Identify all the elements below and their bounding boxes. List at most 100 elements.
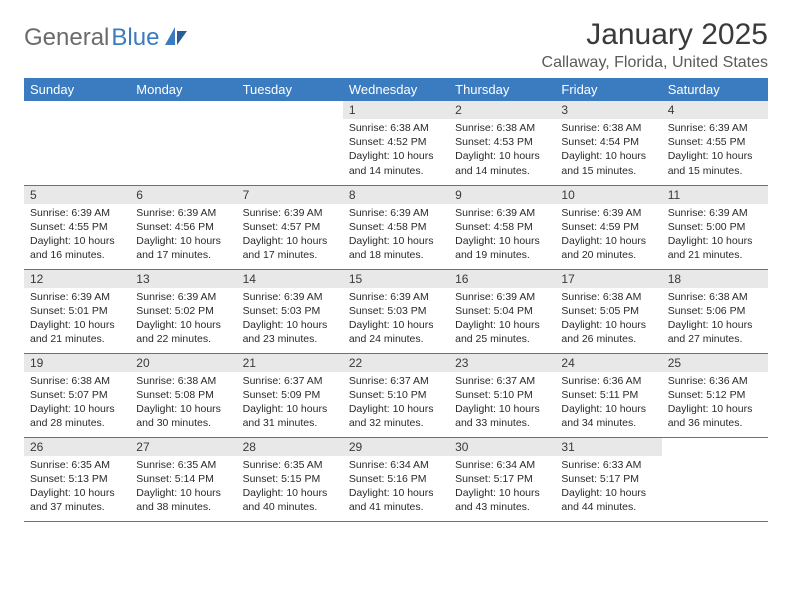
day-number: 18: [662, 270, 768, 288]
day-details: Sunrise: 6:39 AMSunset: 5:03 PMDaylight:…: [237, 288, 343, 351]
day-details: Sunrise: 6:38 AMSunset: 5:06 PMDaylight:…: [662, 288, 768, 351]
day-details: Sunrise: 6:39 AMSunset: 5:00 PMDaylight:…: [662, 204, 768, 267]
day-number: 23: [449, 354, 555, 372]
day-number: 27: [130, 438, 236, 456]
weekday-header: Sunday: [24, 78, 130, 101]
day-number: 3: [555, 101, 661, 119]
calendar-body: 1Sunrise: 6:38 AMSunset: 4:52 PMDaylight…: [24, 101, 768, 521]
day-cell: 9Sunrise: 6:39 AMSunset: 4:58 PMDaylight…: [449, 185, 555, 269]
day-details: Sunrise: 6:35 AMSunset: 5:15 PMDaylight:…: [237, 456, 343, 519]
day-details: Sunrise: 6:38 AMSunset: 4:53 PMDaylight:…: [449, 119, 555, 182]
location: Callaway, Florida, United States: [542, 54, 768, 72]
day-details: Sunrise: 6:39 AMSunset: 4:58 PMDaylight:…: [343, 204, 449, 267]
day-number: 21: [237, 354, 343, 372]
day-number: 4: [662, 101, 768, 119]
day-cell: 15Sunrise: 6:39 AMSunset: 5:03 PMDayligh…: [343, 269, 449, 353]
day-number: 24: [555, 354, 661, 372]
day-cell: 3Sunrise: 6:38 AMSunset: 4:54 PMDaylight…: [555, 101, 661, 185]
day-number: 22: [343, 354, 449, 372]
day-details: Sunrise: 6:39 AMSunset: 4:58 PMDaylight:…: [449, 204, 555, 267]
day-number: 30: [449, 438, 555, 456]
day-number: 29: [343, 438, 449, 456]
day-cell: 30Sunrise: 6:34 AMSunset: 5:17 PMDayligh…: [449, 437, 555, 521]
day-cell: 23Sunrise: 6:37 AMSunset: 5:10 PMDayligh…: [449, 353, 555, 437]
day-details: Sunrise: 6:37 AMSunset: 5:10 PMDaylight:…: [449, 372, 555, 435]
empty-day-cell: [662, 437, 768, 521]
day-cell: 8Sunrise: 6:39 AMSunset: 4:58 PMDaylight…: [343, 185, 449, 269]
logo: GeneralBlue: [24, 24, 189, 52]
day-number: 1: [343, 101, 449, 119]
day-details: Sunrise: 6:34 AMSunset: 5:17 PMDaylight:…: [449, 456, 555, 519]
day-number: 5: [24, 186, 130, 204]
day-cell: 10Sunrise: 6:39 AMSunset: 4:59 PMDayligh…: [555, 185, 661, 269]
day-number: 20: [130, 354, 236, 372]
day-details: Sunrise: 6:38 AMSunset: 5:08 PMDaylight:…: [130, 372, 236, 435]
day-details: Sunrise: 6:38 AMSunset: 5:07 PMDaylight:…: [24, 372, 130, 435]
day-number: 8: [343, 186, 449, 204]
day-cell: 27Sunrise: 6:35 AMSunset: 5:14 PMDayligh…: [130, 437, 236, 521]
day-details: Sunrise: 6:33 AMSunset: 5:17 PMDaylight:…: [555, 456, 661, 519]
day-number: 28: [237, 438, 343, 456]
day-details: Sunrise: 6:39 AMSunset: 5:04 PMDaylight:…: [449, 288, 555, 351]
day-details: Sunrise: 6:38 AMSunset: 4:52 PMDaylight:…: [343, 119, 449, 182]
day-details: Sunrise: 6:39 AMSunset: 4:55 PMDaylight:…: [24, 204, 130, 267]
day-cell: 18Sunrise: 6:38 AMSunset: 5:06 PMDayligh…: [662, 269, 768, 353]
empty-day-cell: [130, 101, 236, 185]
day-number: 17: [555, 270, 661, 288]
day-cell: 22Sunrise: 6:37 AMSunset: 5:10 PMDayligh…: [343, 353, 449, 437]
day-cell: 24Sunrise: 6:36 AMSunset: 5:11 PMDayligh…: [555, 353, 661, 437]
day-cell: 6Sunrise: 6:39 AMSunset: 4:56 PMDaylight…: [130, 185, 236, 269]
weekday-header: Tuesday: [237, 78, 343, 101]
day-cell: 12Sunrise: 6:39 AMSunset: 5:01 PMDayligh…: [24, 269, 130, 353]
day-cell: 31Sunrise: 6:33 AMSunset: 5:17 PMDayligh…: [555, 437, 661, 521]
day-cell: 13Sunrise: 6:39 AMSunset: 5:02 PMDayligh…: [130, 269, 236, 353]
day-number: 10: [555, 186, 661, 204]
day-details: Sunrise: 6:39 AMSunset: 4:59 PMDaylight:…: [555, 204, 661, 267]
day-cell: 5Sunrise: 6:39 AMSunset: 4:55 PMDaylight…: [24, 185, 130, 269]
day-cell: 1Sunrise: 6:38 AMSunset: 4:52 PMDaylight…: [343, 101, 449, 185]
day-number: 19: [24, 354, 130, 372]
day-details: Sunrise: 6:39 AMSunset: 5:03 PMDaylight:…: [343, 288, 449, 351]
calendar-row: 5Sunrise: 6:39 AMSunset: 4:55 PMDaylight…: [24, 185, 768, 269]
day-number: 7: [237, 186, 343, 204]
day-cell: 16Sunrise: 6:39 AMSunset: 5:04 PMDayligh…: [449, 269, 555, 353]
weekday-header: Wednesday: [343, 78, 449, 101]
day-details: Sunrise: 6:35 AMSunset: 5:13 PMDaylight:…: [24, 456, 130, 519]
day-details: Sunrise: 6:39 AMSunset: 4:57 PMDaylight:…: [237, 204, 343, 267]
day-details: Sunrise: 6:39 AMSunset: 5:01 PMDaylight:…: [24, 288, 130, 351]
day-details: Sunrise: 6:36 AMSunset: 5:12 PMDaylight:…: [662, 372, 768, 435]
day-details: Sunrise: 6:35 AMSunset: 5:14 PMDaylight:…: [130, 456, 236, 519]
day-details: Sunrise: 6:38 AMSunset: 5:05 PMDaylight:…: [555, 288, 661, 351]
day-cell: 4Sunrise: 6:39 AMSunset: 4:55 PMDaylight…: [662, 101, 768, 185]
day-number: 6: [130, 186, 236, 204]
day-cell: 29Sunrise: 6:34 AMSunset: 5:16 PMDayligh…: [343, 437, 449, 521]
day-cell: 17Sunrise: 6:38 AMSunset: 5:05 PMDayligh…: [555, 269, 661, 353]
day-number: 12: [24, 270, 130, 288]
logo-text-1: General: [24, 24, 109, 52]
day-number: 2: [449, 101, 555, 119]
month-title: January 2025: [542, 18, 768, 52]
day-number: 31: [555, 438, 661, 456]
empty-day-cell: [237, 101, 343, 185]
day-details: Sunrise: 6:39 AMSunset: 4:55 PMDaylight:…: [662, 119, 768, 182]
day-details: Sunrise: 6:34 AMSunset: 5:16 PMDaylight:…: [343, 456, 449, 519]
header: GeneralBlue January 2025 Callaway, Flori…: [24, 18, 768, 72]
day-number: 26: [24, 438, 130, 456]
day-number: 11: [662, 186, 768, 204]
calendar-row: 19Sunrise: 6:38 AMSunset: 5:07 PMDayligh…: [24, 353, 768, 437]
day-cell: 20Sunrise: 6:38 AMSunset: 5:08 PMDayligh…: [130, 353, 236, 437]
weekday-header: Monday: [130, 78, 236, 101]
day-cell: 28Sunrise: 6:35 AMSunset: 5:15 PMDayligh…: [237, 437, 343, 521]
calendar-row: 12Sunrise: 6:39 AMSunset: 5:01 PMDayligh…: [24, 269, 768, 353]
logo-text-2: Blue: [111, 24, 159, 52]
weekday-header-row: SundayMondayTuesdayWednesdayThursdayFrid…: [24, 78, 768, 101]
calendar-row: 1Sunrise: 6:38 AMSunset: 4:52 PMDaylight…: [24, 101, 768, 185]
day-cell: 11Sunrise: 6:39 AMSunset: 5:00 PMDayligh…: [662, 185, 768, 269]
day-cell: 7Sunrise: 6:39 AMSunset: 4:57 PMDaylight…: [237, 185, 343, 269]
day-cell: 14Sunrise: 6:39 AMSunset: 5:03 PMDayligh…: [237, 269, 343, 353]
day-cell: 25Sunrise: 6:36 AMSunset: 5:12 PMDayligh…: [662, 353, 768, 437]
day-cell: 19Sunrise: 6:38 AMSunset: 5:07 PMDayligh…: [24, 353, 130, 437]
day-number: 9: [449, 186, 555, 204]
title-block: January 2025 Callaway, Florida, United S…: [542, 18, 768, 72]
empty-day-cell: [24, 101, 130, 185]
